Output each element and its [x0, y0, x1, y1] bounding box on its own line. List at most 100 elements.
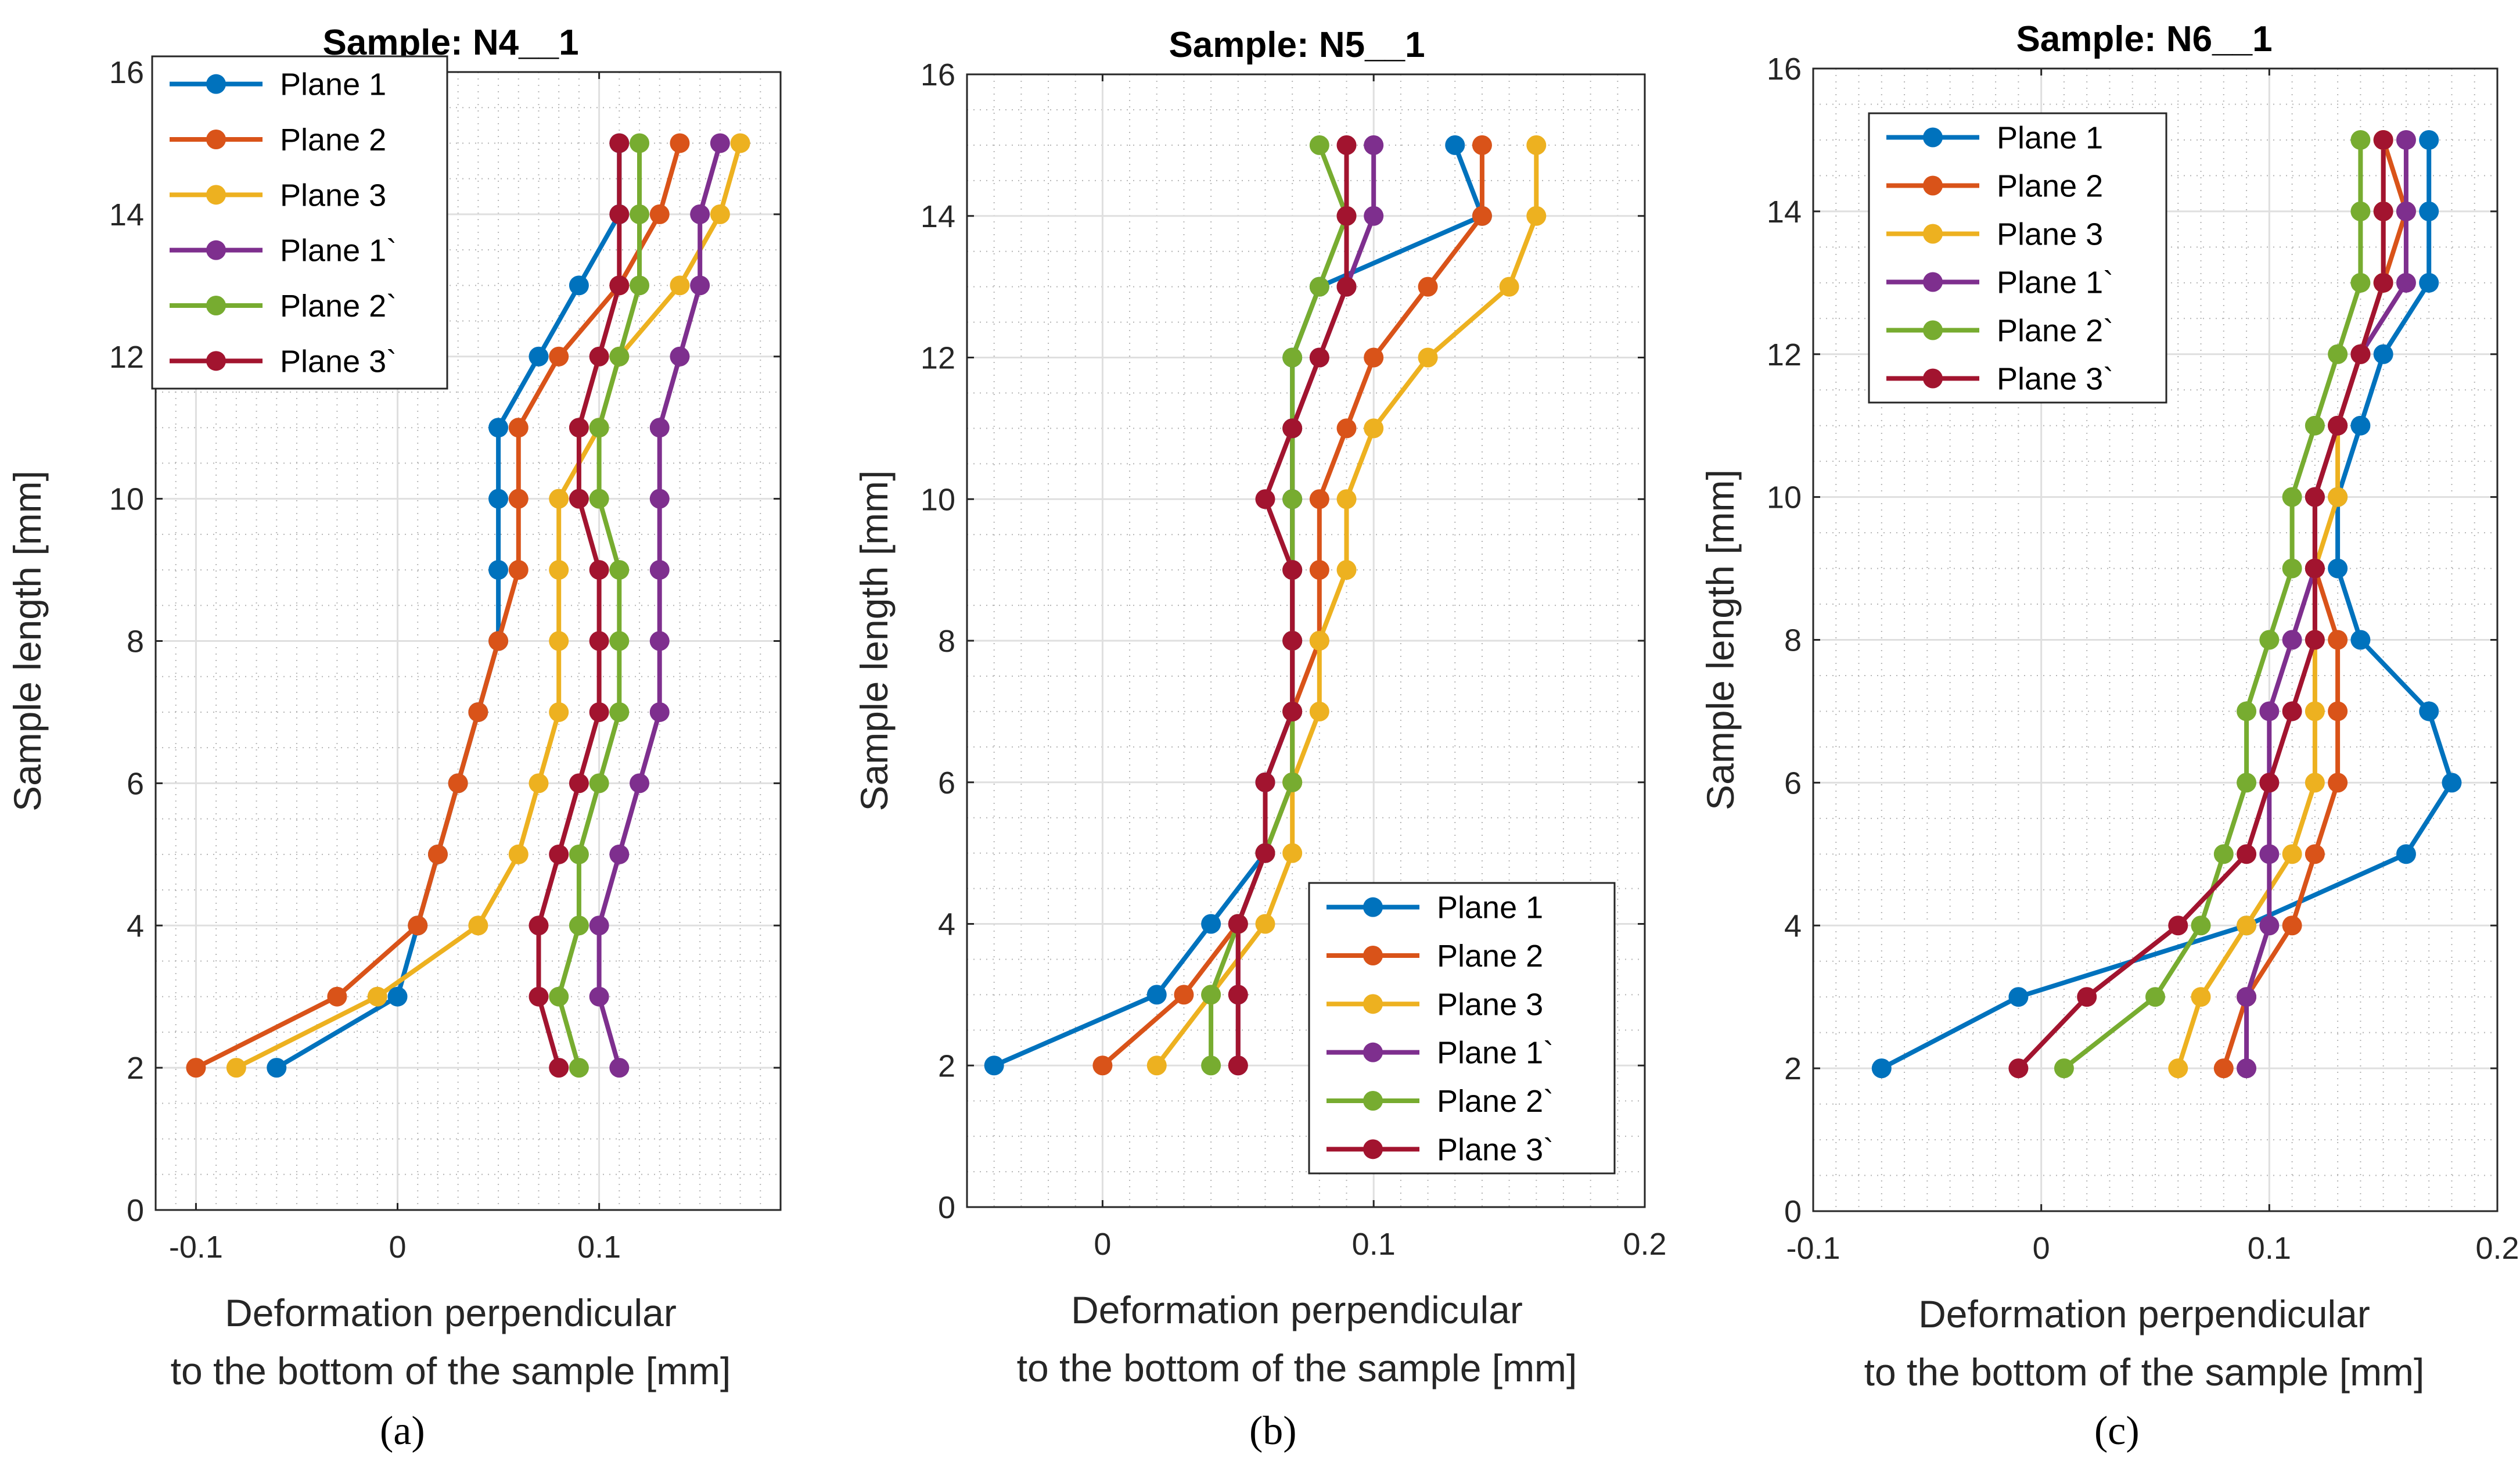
- data-point-5: [2305, 415, 2325, 436]
- data-point-4: [2237, 987, 2257, 1007]
- data-point-6: [1309, 347, 1329, 368]
- data-point-4: [589, 986, 609, 1007]
- data-point-3: [1526, 206, 1547, 226]
- data-point-5: [2328, 344, 2348, 364]
- series-line-6: [1235, 145, 1349, 1066]
- chart-panel-b: 0 2 4 6 8 10 12 14 16 0 0.1 0.2 Sample: N5__1 Deforma…: [853, 25, 1667, 1453]
- data-point-4: [670, 346, 690, 367]
- y-tick-label: 4: [1784, 909, 1802, 943]
- data-point-6: [2373, 272, 2393, 293]
- data-point-5: [2259, 630, 2280, 650]
- data-point-1: [267, 1058, 287, 1078]
- data-point-6: [609, 204, 630, 224]
- series-line-1: [1880, 139, 2454, 1071]
- data-point-6: [1255, 772, 1275, 792]
- data-point-2: [468, 702, 488, 722]
- x-tick-label: -0.1: [169, 1230, 223, 1265]
- data-point-2: [1309, 489, 1329, 509]
- y-tick-label: 12: [109, 340, 144, 375]
- data-point-3: [367, 986, 387, 1007]
- data-point-6: [609, 275, 630, 296]
- data-point-6: [1228, 985, 1248, 1005]
- data-point-4: [710, 133, 730, 153]
- legend-swatch-marker: [1363, 946, 1383, 965]
- legend-swatch-marker: [1923, 272, 1943, 292]
- data-point-6: [2373, 201, 2393, 221]
- legend-label: Plane 1`: [280, 234, 397, 268]
- data-point-2: [327, 986, 347, 1007]
- x-tick-label: 0: [1094, 1227, 1111, 1262]
- data-point-6: [1228, 914, 1248, 934]
- data-point-1: [1871, 1058, 1892, 1079]
- series-line-2: [195, 142, 682, 1070]
- data-point-3: [1499, 277, 1519, 297]
- y-tick-label: 16: [921, 58, 955, 92]
- data-point-6: [2008, 1058, 2029, 1079]
- data-point-2: [1418, 277, 1438, 297]
- data-point-3: [710, 204, 730, 224]
- legend-c: Plane 1 Plane 2 Plane 3 Plane 1` Plane 2` Pla…: [1868, 112, 2167, 404]
- data-point-5: [1282, 489, 1303, 509]
- x-tick-label: -0.1: [1786, 1231, 1840, 1266]
- data-point-5: [2350, 130, 2371, 150]
- data-point-5: [569, 844, 589, 864]
- data-point-1: [2396, 844, 2416, 864]
- data-point-1: [2373, 344, 2393, 364]
- data-point-6: [2350, 344, 2371, 364]
- data-point-6: [1255, 843, 1275, 863]
- data-point-6: [1255, 489, 1275, 509]
- y-axis-label: Sample length [mm]: [1699, 469, 1742, 810]
- legend-label: Plane 1`: [1437, 1036, 1554, 1071]
- data-point-6: [2373, 130, 2393, 150]
- y-tick-label: 8: [1784, 623, 1802, 658]
- data-point-2: [2282, 915, 2302, 936]
- data-point-4: [649, 631, 670, 651]
- data-point-4: [2259, 701, 2280, 721]
- data-point-4: [690, 204, 710, 224]
- data-point-5: [630, 275, 650, 296]
- data-point-3: [2328, 487, 2348, 507]
- y-tick-label: 8: [938, 624, 955, 659]
- series-group-b: [984, 135, 1547, 1076]
- data-point-3: [226, 1058, 246, 1078]
- data-point-1: [1445, 135, 1465, 155]
- data-point-1: [2442, 773, 2462, 793]
- x-axis-label-line-2: to the bottom of the sample [mm]: [1017, 1346, 1577, 1389]
- y-tick-label: 10: [109, 482, 144, 517]
- series-group-c: [1871, 130, 2462, 1079]
- legend-label: Plane 3`: [1437, 1132, 1554, 1167]
- legend-label: Plane 1: [280, 67, 386, 102]
- legend-label: Plane 1: [1437, 890, 1543, 925]
- data-point-6: [589, 346, 609, 367]
- legend-label: Plane 3: [1437, 987, 1543, 1022]
- legend-swatch-marker: [1923, 320, 1943, 340]
- data-point-1: [2350, 630, 2371, 650]
- data-point-5: [569, 915, 589, 936]
- legend-swatch-marker: [1363, 994, 1383, 1014]
- y-tick-label: 10: [921, 482, 955, 517]
- data-point-2: [1092, 1055, 1113, 1076]
- data-point-6: [1282, 701, 1303, 721]
- data-point-5: [1309, 277, 1329, 297]
- data-point-4: [649, 418, 670, 438]
- data-point-5: [2282, 558, 2302, 579]
- legend-label: Plane 2: [1997, 169, 2103, 204]
- legend-label: Plane 1`: [1997, 265, 2113, 300]
- data-point-6: [569, 773, 589, 793]
- legend-label: Plane 2`: [280, 289, 397, 324]
- data-point-4: [1364, 135, 1384, 155]
- data-point-6: [1228, 1055, 1248, 1076]
- data-point-4: [2396, 272, 2416, 293]
- data-point-4: [2282, 630, 2302, 650]
- y-tick-label: 16: [109, 55, 144, 90]
- data-point-5: [1201, 985, 1221, 1005]
- y-tick-label: 14: [1767, 195, 1802, 229]
- data-point-3: [549, 631, 569, 651]
- legend-swatch-marker: [206, 185, 226, 205]
- data-point-5: [630, 204, 650, 224]
- series-line-6: [2016, 139, 2386, 1070]
- data-point-1: [984, 1055, 1004, 1076]
- data-point-5: [1282, 347, 1303, 368]
- data-point-4: [630, 773, 650, 793]
- y-tick-label: 16: [1767, 52, 1802, 87]
